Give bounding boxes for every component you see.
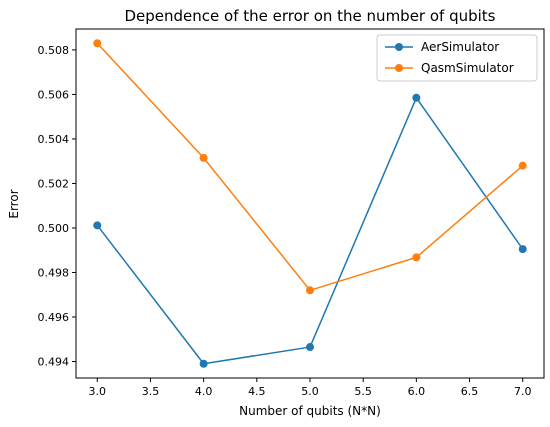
data-point-qasmsimulator <box>518 161 527 170</box>
data-point-aersimulator <box>93 221 102 230</box>
x-tick-label: 6.5 <box>461 385 479 398</box>
y-tick-label: 0.498 <box>38 266 70 279</box>
data-point-aersimulator <box>412 93 421 102</box>
x-axis-ticks: 3.0 3.5 4.0 4.5 5.0 5.5 6.0 6.5 7.0 <box>89 378 532 398</box>
x-tick-label: 4.0 <box>195 385 213 398</box>
legend-label-qasmsimulator: QasmSimulator <box>421 61 514 75</box>
x-tick-label: 3.0 <box>89 385 107 398</box>
y-tick-label: 0.506 <box>38 88 70 101</box>
legend-box <box>376 34 538 82</box>
y-tick-label: 0.508 <box>38 44 70 57</box>
x-tick-label: 5.0 <box>301 385 319 398</box>
data-point-qasmsimulator <box>306 286 314 295</box>
y-tick-label: 0.504 <box>38 133 70 146</box>
legend: AerSimulator QasmSimulator <box>376 34 538 82</box>
x-tick-label: 4.5 <box>248 385 266 398</box>
y-tick-label: 0.496 <box>38 311 70 324</box>
chart-title: Dependence of the error on the number of… <box>124 7 495 25</box>
x-tick-label: 7.0 <box>514 385 532 398</box>
x-tick-label: 3.5 <box>142 385 160 398</box>
data-point-qasmsimulator <box>412 253 421 262</box>
x-axis-label: Number of qubits (N*N) <box>239 404 381 418</box>
data-point-qasmsimulator <box>93 39 102 48</box>
x-tick-label: 6.0 <box>408 385 426 398</box>
data-point-aersimulator <box>199 359 208 368</box>
y-axis-ticks: 0.494 0.496 0.498 0.500 0.502 0.504 0.506 0.508 <box>38 44 76 369</box>
data-point-aersimulator <box>518 245 527 254</box>
legend-marker-aersimulator <box>395 43 403 51</box>
legend-marker-qasmsimulator <box>395 64 403 72</box>
x-tick-label: 5.5 <box>354 385 372 398</box>
series-layer <box>93 39 527 368</box>
y-axis-label: Error <box>7 189 21 218</box>
data-point-aersimulator <box>306 343 314 352</box>
y-tick-label: 0.500 <box>38 222 70 235</box>
legend-label-aersimulator: AerSimulator <box>421 40 499 54</box>
y-tick-label: 0.494 <box>38 356 70 369</box>
plot-area-frame <box>75 28 545 379</box>
y-tick-label: 0.502 <box>38 177 70 190</box>
data-point-qasmsimulator <box>199 153 208 162</box>
